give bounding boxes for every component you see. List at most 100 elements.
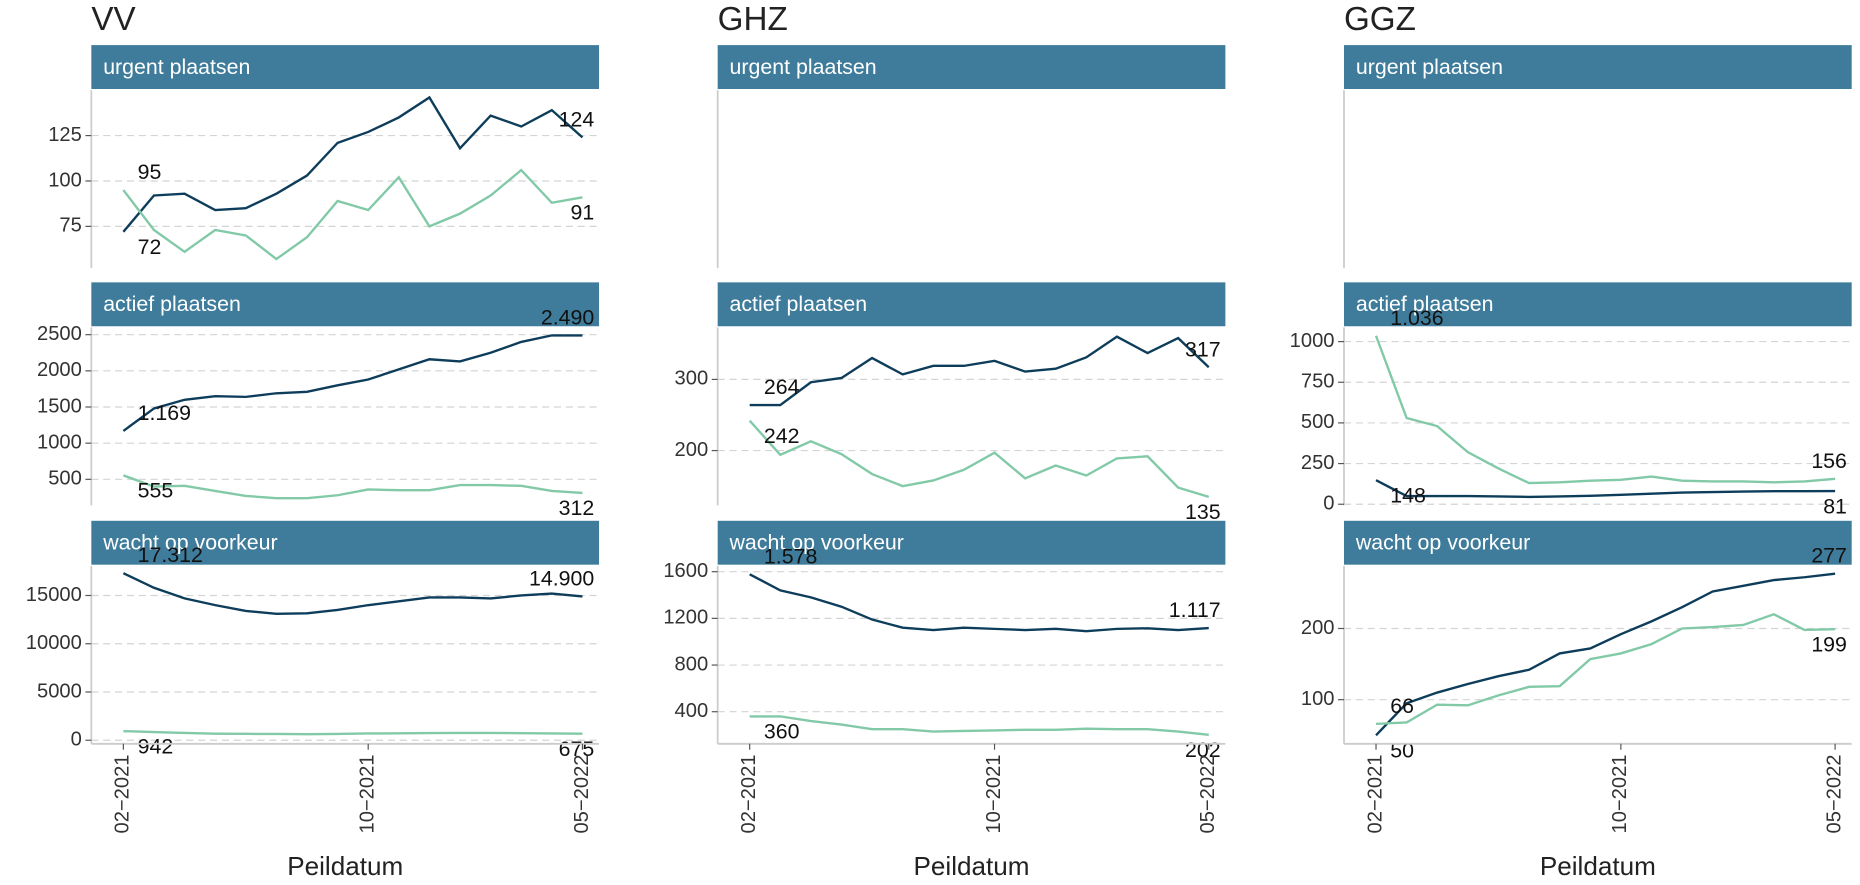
strip-label: actief plaatsen <box>730 292 868 316</box>
value-label: 317 <box>1185 337 1221 361</box>
y-tick-label: 125 <box>48 124 82 146</box>
strip-label: urgent plaatsen <box>730 55 877 79</box>
y-tick-label: 400 <box>675 700 709 722</box>
y-tick-label: 500 <box>1301 411 1335 433</box>
value-label: 148 <box>1390 483 1426 507</box>
line <box>122 168 583 261</box>
line <box>1375 479 1836 499</box>
y-tick-label: 5000 <box>37 680 82 702</box>
x-axis-title: Peildatum <box>914 851 1030 881</box>
strip <box>717 45 1226 90</box>
y-tick-label: 10000 <box>26 632 82 654</box>
y-tick-label: 0 <box>71 729 82 751</box>
value-label: 277 <box>1811 544 1847 568</box>
strip <box>1343 282 1852 327</box>
value-label: 81 <box>1823 494 1847 518</box>
strip-label: wacht op voorkeur <box>102 531 277 555</box>
strip <box>1343 45 1852 90</box>
line <box>122 572 583 616</box>
y-tick-label: 1600 <box>663 560 708 582</box>
value-label: 124 <box>559 107 595 131</box>
value-label: 555 <box>138 479 174 503</box>
strip-label: wacht op voorkeur <box>729 531 904 555</box>
value-label: 1.578 <box>764 544 817 568</box>
value-label: 202 <box>1185 738 1221 762</box>
strip <box>91 282 600 327</box>
line <box>122 334 583 432</box>
value-label: 1.169 <box>138 401 191 425</box>
x-tick-label: 05−2022 <box>1823 754 1845 833</box>
y-tick-label: 2000 <box>37 359 82 381</box>
value-label: 17.312 <box>138 543 203 567</box>
y-tick-label: 250 <box>1301 452 1335 474</box>
value-label: 95 <box>138 160 162 184</box>
x-axis-title: Peildatum <box>1540 851 1656 881</box>
x-tick-label: 10−2021 <box>1609 754 1631 833</box>
line <box>122 474 583 500</box>
value-label: 2.490 <box>541 305 595 329</box>
y-tick-label: 15000 <box>26 584 82 606</box>
strip-label: urgent plaatsen <box>1356 55 1503 79</box>
line <box>1375 572 1836 737</box>
value-label: 72 <box>138 235 162 259</box>
line <box>749 715 1209 736</box>
strip-label: actief plaatsen <box>103 292 241 316</box>
strip <box>717 282 1226 327</box>
line <box>748 419 1210 498</box>
value-label: 942 <box>138 734 174 758</box>
y-tick-label: 100 <box>48 169 82 191</box>
y-tick-label: 750 <box>1301 371 1335 393</box>
line <box>123 729 583 736</box>
y-tick-label: 75 <box>59 215 81 237</box>
value-label: 242 <box>764 424 800 448</box>
y-tick-label: 1000 <box>37 431 82 453</box>
value-label: 1.117 <box>1169 598 1221 622</box>
x-tick-label: 05−2022 <box>571 754 593 833</box>
y-tick-label: 1200 <box>663 607 708 629</box>
x-axis-title: Peildatum <box>287 851 403 881</box>
value-label: 50 <box>1390 739 1414 763</box>
y-tick-label: 2500 <box>37 323 82 345</box>
value-label: 264 <box>764 375 800 399</box>
line <box>1374 335 1836 485</box>
value-label: 199 <box>1811 632 1847 656</box>
x-tick-label: 02−2021 <box>1364 754 1386 833</box>
column-title: GGZ <box>1344 1 1416 38</box>
strip <box>717 520 1226 565</box>
x-tick-label: 02−2021 <box>112 754 134 833</box>
x-tick-label: 10−2021 <box>357 754 379 833</box>
value-label: 66 <box>1390 694 1414 718</box>
column-title: VV <box>91 1 135 38</box>
y-tick-label: 0 <box>1323 493 1334 515</box>
value-label: 135 <box>1185 500 1221 524</box>
strip <box>91 45 600 90</box>
value-label: 91 <box>571 201 595 225</box>
strip-label: actief plaatsen <box>1356 292 1494 316</box>
y-tick-label: 100 <box>1301 688 1335 710</box>
line <box>749 335 1210 407</box>
line <box>122 95 584 233</box>
column-title: GHZ <box>718 1 788 38</box>
value-label: 156 <box>1811 449 1847 473</box>
y-tick-label: 500 <box>48 468 82 490</box>
y-tick-label: 200 <box>675 439 709 461</box>
strip-label: wacht op voorkeur <box>1355 531 1530 555</box>
y-tick-label: 1500 <box>37 395 82 417</box>
strip <box>1343 520 1852 565</box>
strip <box>91 520 600 565</box>
value-label: 360 <box>764 720 800 744</box>
x-tick-label: 10−2021 <box>983 754 1005 833</box>
y-tick-label: 300 <box>675 368 709 390</box>
y-tick-label: 800 <box>675 653 709 675</box>
y-tick-label: 200 <box>1301 617 1335 639</box>
strip-label: urgent plaatsen <box>103 55 250 79</box>
line <box>749 573 1209 633</box>
value-label: 312 <box>559 496 595 520</box>
value-label: 1.036 <box>1390 306 1443 330</box>
value-label: 14.900 <box>529 566 594 590</box>
y-tick-label: 1000 <box>1290 330 1335 352</box>
x-tick-label: 02−2021 <box>738 754 760 833</box>
line <box>1375 612 1836 726</box>
x-tick-label: 05−2022 <box>1197 754 1219 833</box>
